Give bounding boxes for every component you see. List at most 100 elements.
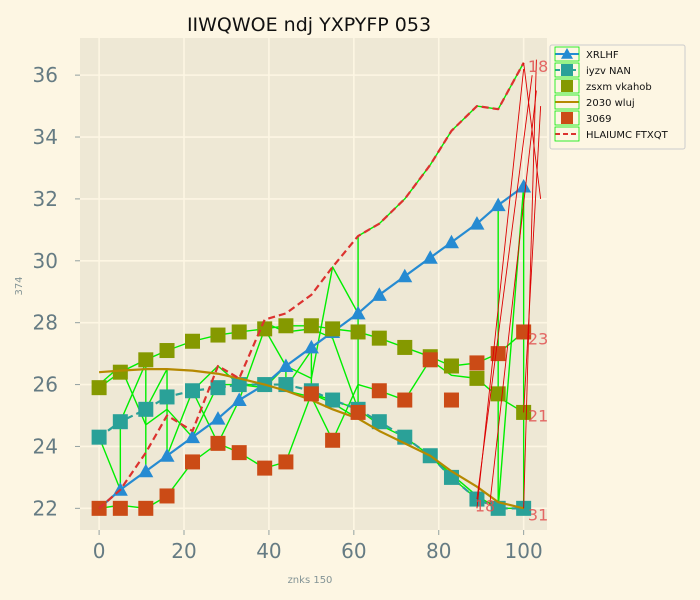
legend-item-4: 3069	[554, 110, 611, 126]
series-2-point-5	[210, 327, 226, 343]
series-1-point-4	[185, 383, 201, 399]
y-tick-label-1: 24	[33, 434, 58, 458]
x-axis-label: znks 150	[288, 575, 333, 586]
x-tick-label-5: 100	[505, 539, 543, 563]
series-0-point-12	[371, 287, 387, 301]
annotation-2: 21	[528, 407, 548, 426]
red-overlay-line-3	[523, 59, 537, 509]
series-0-point-15	[443, 234, 459, 249]
series-2-point-10	[325, 321, 341, 337]
plot-area	[80, 38, 547, 530]
legend-label-3: 2030 wluj	[586, 98, 635, 109]
x-tick-label-0: 0	[93, 539, 106, 563]
legend-label-5: HLAIUMC FTXQT	[586, 130, 669, 141]
legend-item-0: XRLHF	[554, 46, 619, 62]
red-overlay-line-0	[476, 68, 525, 509]
x-tick-label-1: 20	[171, 539, 196, 563]
series-1-point-2	[138, 401, 154, 417]
annotation-0: 18	[528, 57, 548, 76]
series-4-point-11	[350, 404, 366, 420]
series-2-point-2	[138, 352, 154, 368]
y-tick-label-5: 32	[33, 187, 58, 211]
series-0-point-13	[397, 268, 413, 283]
series-2-point-1	[112, 364, 128, 380]
series-2-point-7	[257, 321, 273, 337]
series-1-point-1	[112, 414, 128, 430]
red-overlay-line-1	[476, 75, 533, 500]
series-4-point-6	[231, 445, 247, 461]
legend-swatch-frame-4	[554, 110, 580, 126]
x-tick-label-4: 80	[426, 539, 451, 563]
annotation-4: 31	[528, 506, 548, 525]
series-0-point-11	[350, 305, 366, 320]
series-4-point-2	[138, 500, 154, 516]
legend-swatch-frame-2	[554, 78, 580, 94]
ticks: 0 20 40 60 80 100 22 24 26 28 30 32 34 36	[33, 63, 543, 563]
red-overlay-line-4	[523, 106, 542, 413]
series-2-point-12	[371, 330, 387, 346]
series-2-point-9	[303, 318, 319, 334]
red-overlay	[476, 59, 542, 509]
series-2-point-8	[278, 318, 294, 334]
series-2-point-16	[469, 370, 485, 386]
series-2-point-11	[350, 324, 366, 340]
series-4-point-17	[490, 346, 506, 362]
series-5	[98, 62, 525, 510]
legend-swatch-frame-0	[554, 46, 580, 62]
series-0-point-8	[278, 358, 294, 372]
series-0-point-3	[159, 448, 175, 462]
y-tick-label-0: 22	[33, 496, 58, 520]
series-4-point-5	[210, 435, 226, 451]
legend-swatch-frame-1	[554, 62, 580, 78]
legend-item-3: 2030 wluj	[554, 94, 635, 110]
series-0-point-9	[303, 339, 319, 354]
legend-marker-4	[561, 112, 573, 124]
series-2-point-6	[231, 324, 247, 340]
series-line-5	[98, 62, 525, 510]
series-1-point-10	[325, 392, 341, 408]
annotation-1: 23	[528, 329, 548, 348]
series-1-point-6	[231, 377, 247, 393]
red-overlay-line-5	[523, 62, 542, 199]
legend-swatch-frame-5	[554, 126, 580, 142]
x-tick-label-2: 40	[256, 539, 281, 563]
series-4-point-1	[112, 500, 128, 516]
series-0-point-18	[516, 179, 532, 193]
legend-item-2: zsxm vkahob	[554, 78, 652, 94]
series-4-point-12	[371, 383, 387, 399]
green-overlay-path-4	[98, 359, 525, 441]
legend-label-1: iyzv NAN	[586, 66, 631, 77]
series-2-point-4	[185, 333, 201, 349]
legend-box	[549, 44, 686, 150]
y-tick-label-7: 36	[33, 63, 58, 87]
series-1-point-8	[278, 377, 294, 393]
series-4-point-8	[278, 454, 294, 470]
series-0-point-17	[490, 197, 506, 212]
legend-label-0: XRLHF	[586, 50, 619, 61]
annotations: 18 23 21 18 31	[475, 57, 548, 525]
legend-marker-2	[561, 80, 573, 92]
legend-item-5: HLAIUMC FTXQT	[554, 126, 669, 142]
y-tick-label-4: 30	[33, 249, 58, 273]
chart-title: IIWQWOE ndj YXPYFP 053	[187, 14, 431, 36]
series-4-point-18	[516, 324, 532, 340]
legend-label-2: zsxm vkahob	[586, 82, 652, 93]
series-0-point-14	[422, 250, 438, 264]
series-4-point-3	[159, 488, 175, 504]
series-1-point-3	[159, 389, 175, 405]
series-0-point-6	[231, 392, 247, 407]
legend-marker-0	[561, 48, 573, 59]
y-tick-label-6: 34	[33, 125, 58, 149]
x-tick-label-3: 60	[341, 539, 366, 563]
series-0-point-2	[138, 463, 154, 478]
red-overlay-line-2	[489, 90, 537, 506]
series-4-point-15	[443, 392, 459, 408]
series-2-point-13	[397, 339, 413, 355]
y-axis-label: 374	[14, 276, 25, 295]
annotation-3: 18	[475, 496, 495, 515]
series-4-point-9	[303, 386, 319, 402]
series-4-point-10	[325, 432, 341, 448]
series-4-point-4	[185, 454, 201, 470]
series-4-point-13	[397, 392, 413, 408]
series-0-point-5	[210, 411, 226, 425]
